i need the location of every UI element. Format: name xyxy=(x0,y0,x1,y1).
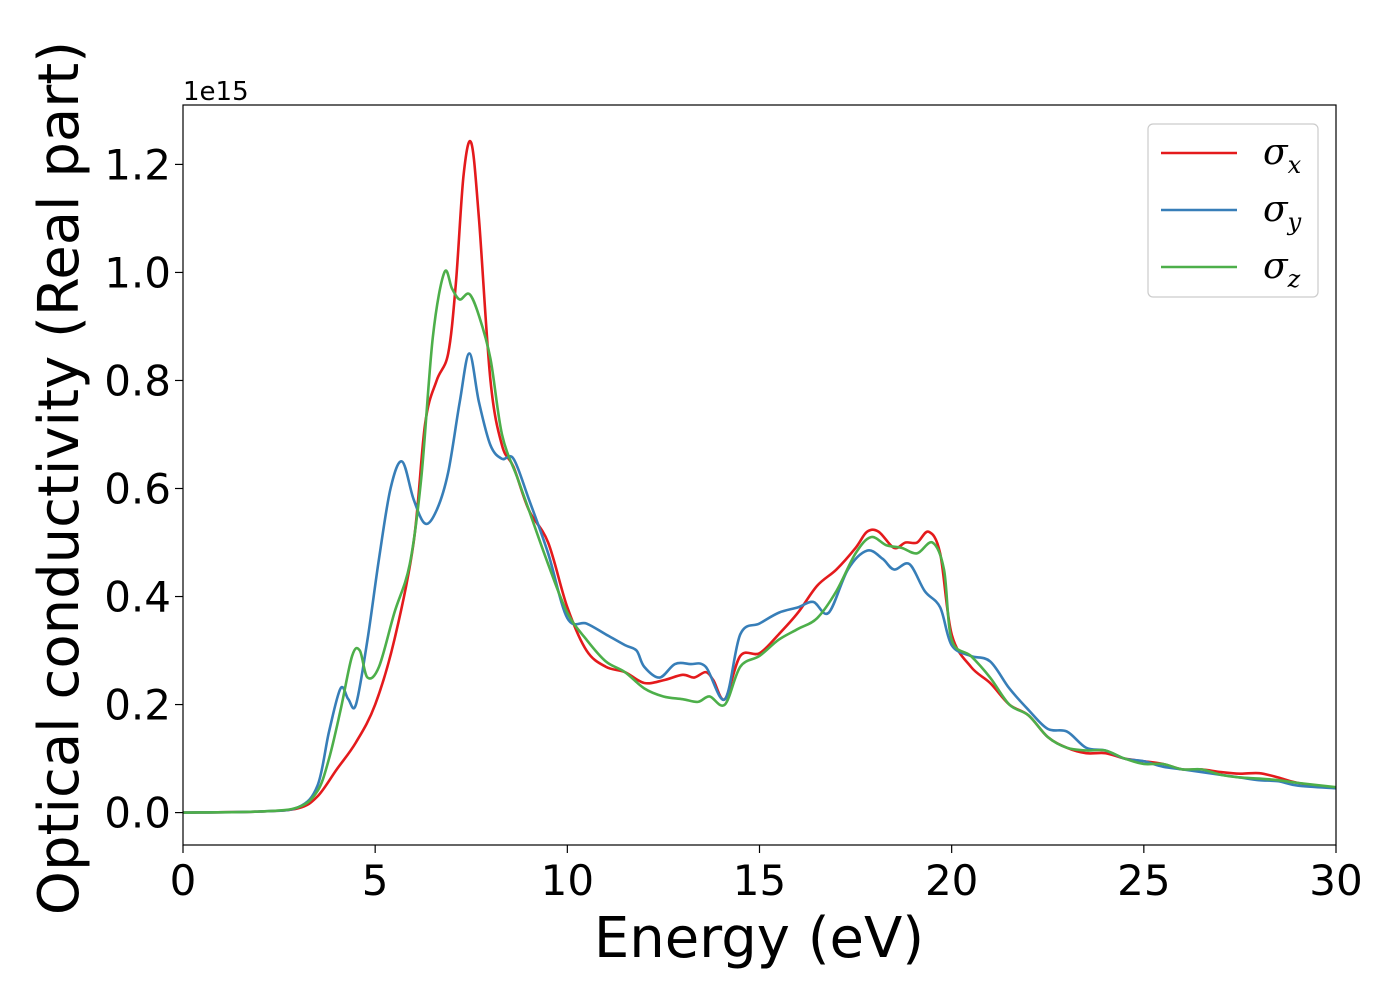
y-tick-label: 1.0 xyxy=(104,248,171,297)
y-tick-label: 0.2 xyxy=(104,681,171,730)
x-axis-ticks: 0 5 10 15 20 25 30 xyxy=(170,845,1363,905)
series-layer xyxy=(183,139,1336,814)
legend-items: σx σy σz xyxy=(1161,132,1302,293)
legend-label-y: σy xyxy=(1263,189,1302,236)
legend-label-x: σx xyxy=(1263,132,1302,179)
y-tick-label: 0.0 xyxy=(104,789,171,838)
y-axis-ticks: 0.0 0.2 0.4 0.6 0.8 1.0 1.2 xyxy=(104,140,183,838)
y-tick-label: 0.6 xyxy=(104,465,171,514)
x-tick-label: 0 xyxy=(170,856,197,905)
series-line-z xyxy=(183,269,1336,814)
y-tick-label: 0.8 xyxy=(104,356,171,405)
legend: σx σy σz xyxy=(1147,123,1319,298)
x-tick-label: 30 xyxy=(1309,856,1362,905)
x-tick-label: 5 xyxy=(362,856,389,905)
y-tick-label: 0.4 xyxy=(104,573,171,622)
x-tick-label: 15 xyxy=(733,856,786,905)
legend-label-z: σz xyxy=(1263,246,1301,293)
x-tick-label: 10 xyxy=(541,856,594,905)
x-tick-label: 25 xyxy=(1117,856,1170,905)
x-tick-label: 20 xyxy=(925,856,978,905)
y-axis-offset-label: 1e15 xyxy=(183,77,249,107)
series-line-x xyxy=(183,139,1336,814)
y-axis-title: Optical conductivity (Real part) xyxy=(27,41,92,915)
x-axis-title: Energy (eV) xyxy=(594,906,924,971)
y-tick-label: 1.2 xyxy=(104,140,171,189)
